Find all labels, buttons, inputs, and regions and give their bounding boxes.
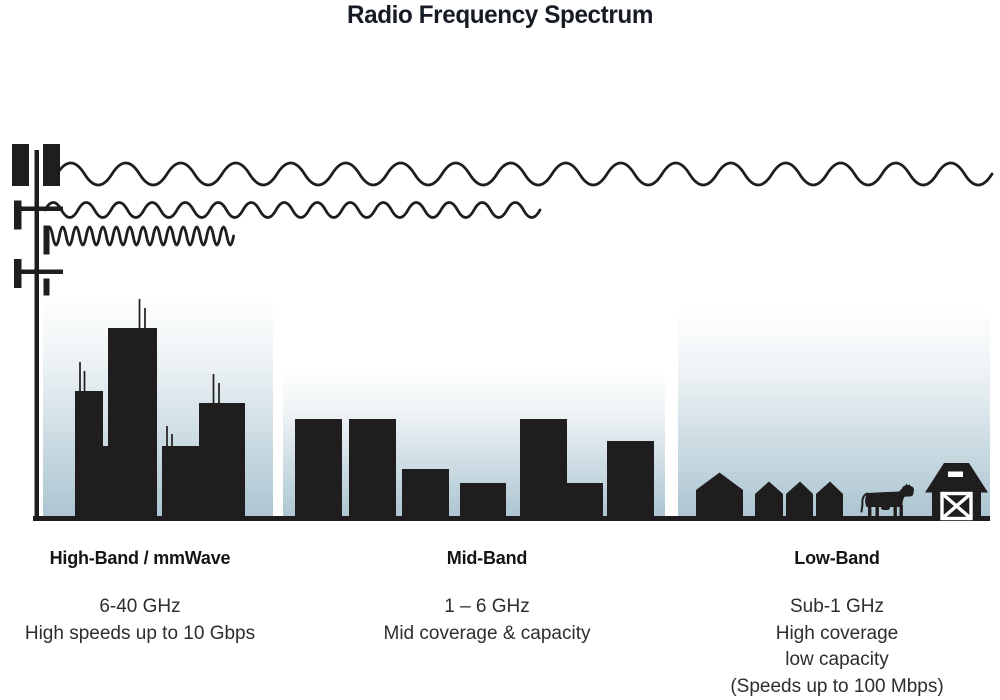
band-description-low-1: High coverage [775, 622, 899, 644]
mid-band-label-block: Mid-Band 1 – 6 GHz Mid coverage & capaci… [342, 548, 632, 647]
house-icon [816, 481, 843, 520]
band-description-high: High speeds up to 10 Gbps [24, 622, 256, 644]
band-description-low-3: (Speeds up to 100 Mbps) [730, 675, 944, 697]
house-icon [696, 472, 743, 520]
band-frequency-low: Sub-1 GHz [790, 596, 884, 617]
cow-icon [860, 483, 914, 518]
cell-tower-icon [12, 144, 63, 520]
barn-door [940, 491, 973, 521]
rooftop-antennas [79, 299, 220, 447]
ground-line [33, 516, 990, 521]
diagram-title: Radio Frequency Spectrum [346, 1, 654, 29]
house-icon [755, 481, 783, 520]
band-name-high: High-Band / mmWave [49, 548, 231, 568]
band-description-low-2: low capacity [785, 649, 889, 670]
town-buildings-icon [295, 419, 654, 520]
barn-icon [925, 463, 988, 521]
band-name-mid: Mid-Band [446, 548, 528, 568]
radio-waves [43, 161, 994, 247]
low-band-label-block: Low-Band Sub-1 GHz High coverage low cap… [692, 548, 982, 700]
band-frequency-mid: 1 – 6 GHz [444, 596, 530, 617]
spectrum-illustration [12, 144, 994, 521]
high-band-label-block: High-Band / mmWave 6-40 GHz High speeds … [0, 548, 285, 647]
band-frequency-high: 6-40 GHz [99, 596, 181, 617]
medium-wavelength-wave-icon [43, 201, 542, 219]
city-skyline-icon [75, 299, 245, 520]
band-name-low: Low-Band [794, 548, 880, 568]
house-icon [786, 481, 813, 520]
short-wavelength-wave-icon [44, 225, 235, 247]
long-wavelength-wave-icon [55, 161, 994, 187]
farm-icon [696, 463, 988, 521]
band-description-mid: Mid coverage & capacity [383, 622, 591, 644]
